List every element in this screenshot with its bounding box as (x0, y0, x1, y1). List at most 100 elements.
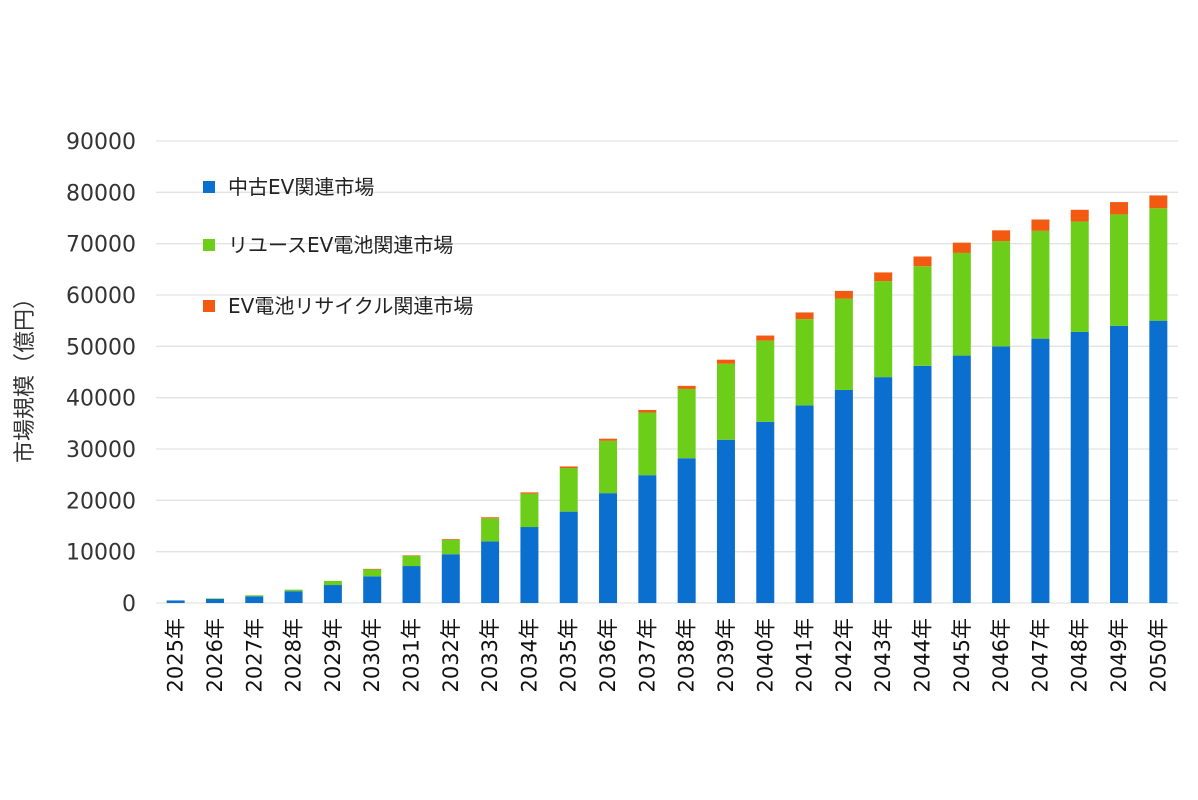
legend-swatch (203, 239, 215, 251)
bar-segment-series-0 (559, 511, 578, 603)
bar-segment-series-1 (559, 467, 578, 512)
x-tick-label: 2043年 (871, 618, 895, 692)
bar-segment-series-2 (638, 409, 657, 413)
bar-segment-series-1 (481, 518, 500, 542)
x-tick-label: 2049年 (1107, 618, 1131, 692)
bar-segment-series-1 (323, 580, 342, 586)
x-tick-label: 2038年 (675, 618, 699, 692)
legend-swatch (203, 181, 215, 193)
legend-label: 中古EV関連市場 (228, 175, 374, 199)
bar-segment-series-0 (520, 527, 539, 603)
x-tick-label: 2026年 (203, 618, 227, 692)
x-tick-label: 2041年 (793, 618, 817, 692)
y-tick-label: 90000 (66, 130, 136, 155)
bar-segment-series-0 (402, 566, 421, 603)
bar-segment-series-2 (363, 568, 382, 570)
y-tick-label: 10000 (66, 541, 136, 566)
bar-segment-series-0 (756, 421, 775, 603)
y-tick-label: 50000 (66, 335, 136, 360)
x-tick-label: 2025年 (164, 618, 188, 692)
bar-segment-series-1 (245, 595, 264, 597)
bar-segment-series-1 (1031, 230, 1050, 339)
y-tick-label: 30000 (66, 438, 136, 463)
bar-segment-series-2 (559, 466, 578, 468)
bars (166, 195, 1168, 603)
bar-segment-series-0 (166, 600, 185, 603)
bar-segment-series-2 (1070, 209, 1089, 222)
legend-swatch (203, 300, 215, 312)
bar-segment-series-0 (834, 389, 853, 603)
bar-segment-series-0 (1031, 338, 1050, 603)
x-tick-label: 2034年 (517, 618, 541, 692)
x-axis-ticks: 2025年 2026年 2027年 2028年 2029年 2030年 2031年 2032年… (164, 618, 1171, 692)
bar-segment-series-2 (1031, 219, 1050, 231)
y-tick-label: 0 (122, 592, 136, 617)
y-tick-label: 70000 (66, 233, 136, 258)
bar-segment-series-1 (1110, 214, 1129, 326)
x-tick-label: 2030年 (360, 618, 384, 692)
bar-segment-series-2 (795, 312, 814, 320)
x-tick-label: 2050年 (1146, 618, 1170, 692)
bar-segment-series-2 (441, 539, 460, 540)
x-tick-label: 2048年 (1068, 618, 1092, 692)
bar-segment-series-2 (992, 230, 1011, 242)
bar-segment-series-0 (284, 591, 303, 603)
bar-segment-series-2 (677, 385, 696, 389)
bar-segment-series-0 (638, 475, 657, 603)
bar-segment-series-1 (795, 319, 814, 406)
x-tick-label: 2032年 (439, 618, 463, 692)
bar-segment-series-1 (992, 241, 1011, 347)
y-tick-label: 80000 (66, 181, 136, 206)
x-tick-label: 2033年 (478, 618, 502, 692)
bar-segment-series-0 (795, 405, 814, 603)
bar-segment-series-1 (520, 493, 539, 528)
x-tick-label: 2045年 (950, 618, 974, 692)
bar-segment-series-0 (952, 355, 971, 603)
bar-segment-series-2 (874, 272, 893, 282)
x-tick-label: 2031年 (400, 618, 424, 692)
bar-segment-series-2 (913, 256, 932, 267)
x-tick-label: 2027年 (242, 618, 266, 692)
legend-label: リユースEV電池関連市場 (228, 233, 453, 257)
x-tick-label: 2036年 (596, 618, 620, 692)
bar-segment-series-2 (402, 555, 421, 556)
bar-segment-series-0 (481, 541, 500, 603)
y-axis-title: 市場規模（億円） (13, 287, 38, 463)
bar-segment-series-1 (441, 539, 460, 555)
legend-label: EV電池リサイクル関連市場 (228, 294, 473, 318)
bar-segment-series-2 (1149, 195, 1168, 209)
bar-segment-series-1 (834, 298, 853, 390)
bar-segment-series-2 (756, 335, 775, 341)
bar-segment-series-0 (599, 493, 618, 603)
bar-segment-series-1 (599, 440, 618, 494)
bar-segment-series-0 (874, 377, 893, 603)
bar-segment-series-1 (638, 412, 657, 476)
bar-segment-series-2 (716, 359, 735, 364)
bar-segment-series-0 (992, 346, 1011, 603)
x-tick-label: 2035年 (557, 618, 581, 692)
bar-segment-series-1 (874, 281, 893, 378)
x-tick-label: 2046年 (989, 618, 1013, 692)
bar-segment-series-1 (363, 569, 382, 577)
x-tick-label: 2028年 (282, 618, 306, 692)
bar-segment-series-2 (834, 290, 853, 299)
y-axis-ticks: 0 10000 20000 30000 40000 50000 60000 70000 8000… (66, 130, 136, 617)
x-tick-label: 2039年 (714, 618, 738, 692)
bar-segment-series-0 (205, 598, 224, 603)
bar-segment-series-0 (716, 439, 735, 603)
bar-segment-series-2 (599, 438, 618, 441)
bar-segment-series-1 (205, 598, 224, 599)
bar-segment-series-1 (1149, 208, 1168, 321)
x-tick-label: 2040年 (753, 618, 777, 692)
bar-segment-series-2 (952, 242, 971, 253)
y-tick-label: 40000 (66, 387, 136, 412)
bar-segment-series-0 (1110, 325, 1129, 603)
y-tick-label: 20000 (66, 489, 136, 514)
bar-segment-series-1 (402, 555, 421, 567)
gridlines (156, 140, 1178, 604)
bar-segment-series-2 (520, 492, 539, 494)
y-tick-label: 60000 (66, 284, 136, 309)
